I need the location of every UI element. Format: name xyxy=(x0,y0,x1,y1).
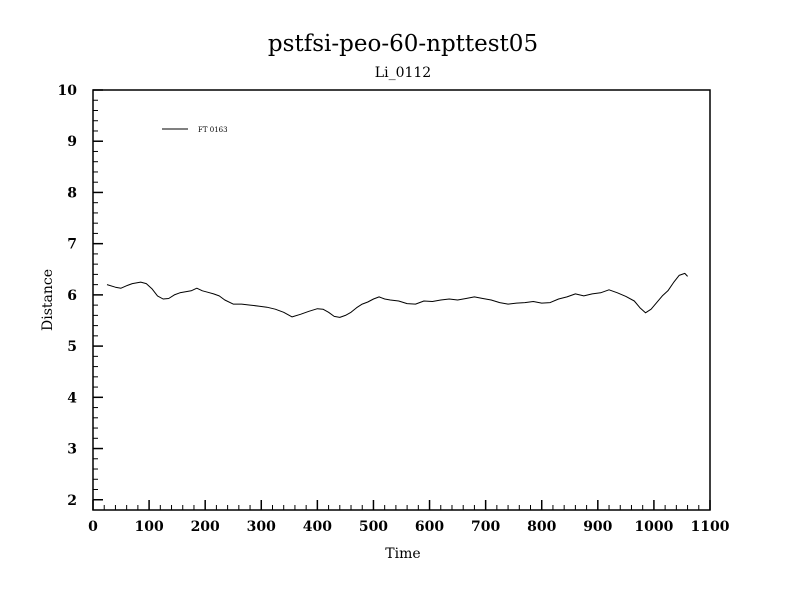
y-tick-label: 4 xyxy=(67,390,77,406)
y-tick-label: 3 xyxy=(67,442,77,458)
x-tick-label: 500 xyxy=(359,519,388,535)
x-tick-label: 400 xyxy=(303,519,332,535)
series-layer xyxy=(106,272,688,318)
y-tick-label: 2 xyxy=(67,493,77,509)
x-tick-label: 900 xyxy=(583,519,612,535)
y-tick-label: 9 xyxy=(67,134,77,150)
chart-title: pstfsi-peo-60-npttest05 xyxy=(268,31,538,57)
x-tick-label: 0 xyxy=(88,519,98,535)
x-tick-label: 1000 xyxy=(634,519,673,535)
x-tick-label: 700 xyxy=(471,519,500,535)
chart-subtitle: Li_0112 xyxy=(375,65,431,81)
x-axis-ticks xyxy=(92,500,711,510)
y-axis-label: Distance xyxy=(40,269,56,331)
y-tick-label: 7 xyxy=(67,237,77,253)
legend-label: FT 0163 xyxy=(198,126,228,134)
x-axis-tick-labels: 0 100 200 300 400 500 600 700 800 900 1000 1100 xyxy=(88,519,730,535)
x-tick-label: 300 xyxy=(247,519,276,535)
series-line xyxy=(106,272,688,318)
y-tick-label: 10 xyxy=(58,83,78,99)
x-tick-label: 200 xyxy=(191,519,220,535)
y-tick-label: 8 xyxy=(67,185,77,201)
y-axis-ticks xyxy=(93,89,103,511)
y-tick-label: 6 xyxy=(67,288,77,304)
x-tick-label: 800 xyxy=(527,519,556,535)
y-axis-tick-labels: 2 3 4 5 6 7 8 9 10 xyxy=(58,83,78,509)
y-tick-label: 5 xyxy=(67,339,77,355)
legend: FT 0163 xyxy=(162,126,228,134)
plot-frame xyxy=(92,89,711,511)
x-tick-label: 1100 xyxy=(691,519,730,535)
x-tick-label: 100 xyxy=(134,519,163,535)
x-axis-label: Time xyxy=(385,546,420,562)
x-tick-label: 600 xyxy=(415,519,444,535)
